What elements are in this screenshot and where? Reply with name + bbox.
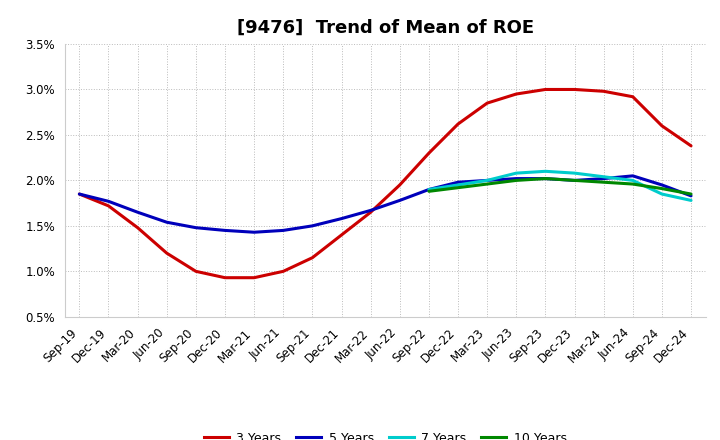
10 Years xyxy=(657,186,666,191)
7 Years xyxy=(512,170,521,176)
5 Years xyxy=(512,176,521,181)
7 Years xyxy=(541,169,550,174)
5 Years xyxy=(657,182,666,187)
3 Years xyxy=(629,94,637,99)
3 Years xyxy=(366,209,375,215)
3 Years xyxy=(192,269,200,274)
Line: 7 Years: 7 Years xyxy=(429,171,691,200)
3 Years xyxy=(308,255,317,260)
10 Years xyxy=(425,189,433,194)
3 Years xyxy=(395,182,404,187)
Line: 3 Years: 3 Years xyxy=(79,89,691,278)
7 Years xyxy=(570,170,579,176)
10 Years xyxy=(687,191,696,197)
3 Years xyxy=(220,275,229,280)
3 Years xyxy=(541,87,550,92)
5 Years xyxy=(425,187,433,192)
3 Years xyxy=(75,191,84,197)
10 Years xyxy=(570,178,579,183)
5 Years xyxy=(570,178,579,183)
3 Years xyxy=(133,225,142,230)
5 Years xyxy=(454,180,462,185)
5 Years xyxy=(541,176,550,181)
3 Years xyxy=(104,203,113,209)
3 Years xyxy=(483,100,492,106)
Line: 10 Years: 10 Years xyxy=(429,179,691,194)
5 Years xyxy=(104,199,113,204)
3 Years xyxy=(454,121,462,127)
3 Years xyxy=(570,87,579,92)
5 Years xyxy=(599,176,608,181)
5 Years xyxy=(629,173,637,179)
Line: 5 Years: 5 Years xyxy=(79,176,691,232)
5 Years xyxy=(483,178,492,183)
7 Years xyxy=(483,178,492,183)
3 Years xyxy=(599,88,608,94)
3 Years xyxy=(512,92,521,97)
5 Years xyxy=(308,223,317,228)
7 Years xyxy=(454,182,462,187)
7 Years xyxy=(425,187,433,192)
3 Years xyxy=(687,143,696,148)
7 Years xyxy=(687,198,696,203)
7 Years xyxy=(629,178,637,183)
10 Years xyxy=(541,176,550,181)
Legend: 3 Years, 5 Years, 7 Years, 10 Years: 3 Years, 5 Years, 7 Years, 10 Years xyxy=(199,427,572,440)
7 Years xyxy=(599,174,608,180)
5 Years xyxy=(366,208,375,213)
5 Years xyxy=(279,228,287,233)
3 Years xyxy=(657,123,666,128)
Title: [9476]  Trend of Mean of ROE: [9476] Trend of Mean of ROE xyxy=(237,19,534,37)
5 Years xyxy=(220,228,229,233)
5 Years xyxy=(395,198,404,203)
3 Years xyxy=(337,232,346,238)
10 Years xyxy=(629,181,637,187)
5 Years xyxy=(337,216,346,221)
3 Years xyxy=(279,269,287,274)
7 Years xyxy=(657,191,666,197)
5 Years xyxy=(163,220,171,225)
5 Years xyxy=(192,225,200,230)
5 Years xyxy=(687,193,696,198)
10 Years xyxy=(483,181,492,187)
3 Years xyxy=(163,250,171,256)
5 Years xyxy=(75,191,84,197)
10 Years xyxy=(454,185,462,191)
10 Years xyxy=(512,178,521,183)
3 Years xyxy=(250,275,258,280)
5 Years xyxy=(133,209,142,215)
3 Years xyxy=(425,150,433,156)
10 Years xyxy=(599,180,608,185)
5 Years xyxy=(250,230,258,235)
